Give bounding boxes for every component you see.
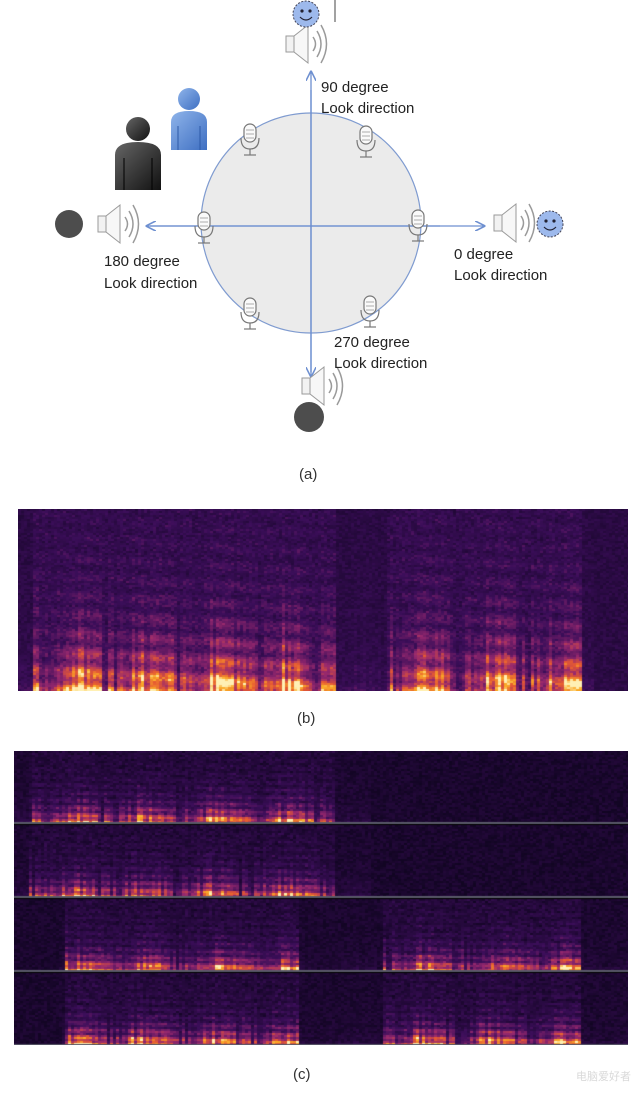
speaker-icon xyxy=(97,204,140,244)
caption-b: (b) xyxy=(297,710,316,727)
target-source-smiley-icon xyxy=(292,0,320,28)
label-0-degree: 0 degree xyxy=(454,246,513,263)
mic-array-diagram: 90 degree Look direction 0 degree Look d… xyxy=(55,0,564,432)
beamformed-spectrograms xyxy=(14,751,628,1045)
label-90-look-direction: Look direction xyxy=(321,100,414,117)
person-black-icon xyxy=(115,117,161,190)
caption-a: (a) xyxy=(299,466,318,483)
speaker-icon xyxy=(301,366,344,406)
interference-source-icon xyxy=(55,210,83,238)
label-90-degree: 90 degree xyxy=(321,79,389,96)
label-180-look-direction: Look direction xyxy=(104,275,197,292)
speaker-icon xyxy=(493,203,536,243)
label-270-look-direction: Look direction xyxy=(334,355,427,372)
mixture-spectrogram xyxy=(18,509,628,691)
label-270-degree: 270 degree xyxy=(334,334,410,351)
label-180-degree: 180 degree xyxy=(104,253,180,270)
watermark: 电脑爱好者 xyxy=(576,1070,631,1083)
caption-c: (c) xyxy=(293,1066,311,1083)
speaker-icon xyxy=(285,24,328,64)
interference-source-icon xyxy=(294,402,324,432)
person-blue-icon xyxy=(171,88,207,150)
target-source-smiley-icon xyxy=(536,210,564,238)
label-0-look-direction: Look direction xyxy=(454,267,547,284)
